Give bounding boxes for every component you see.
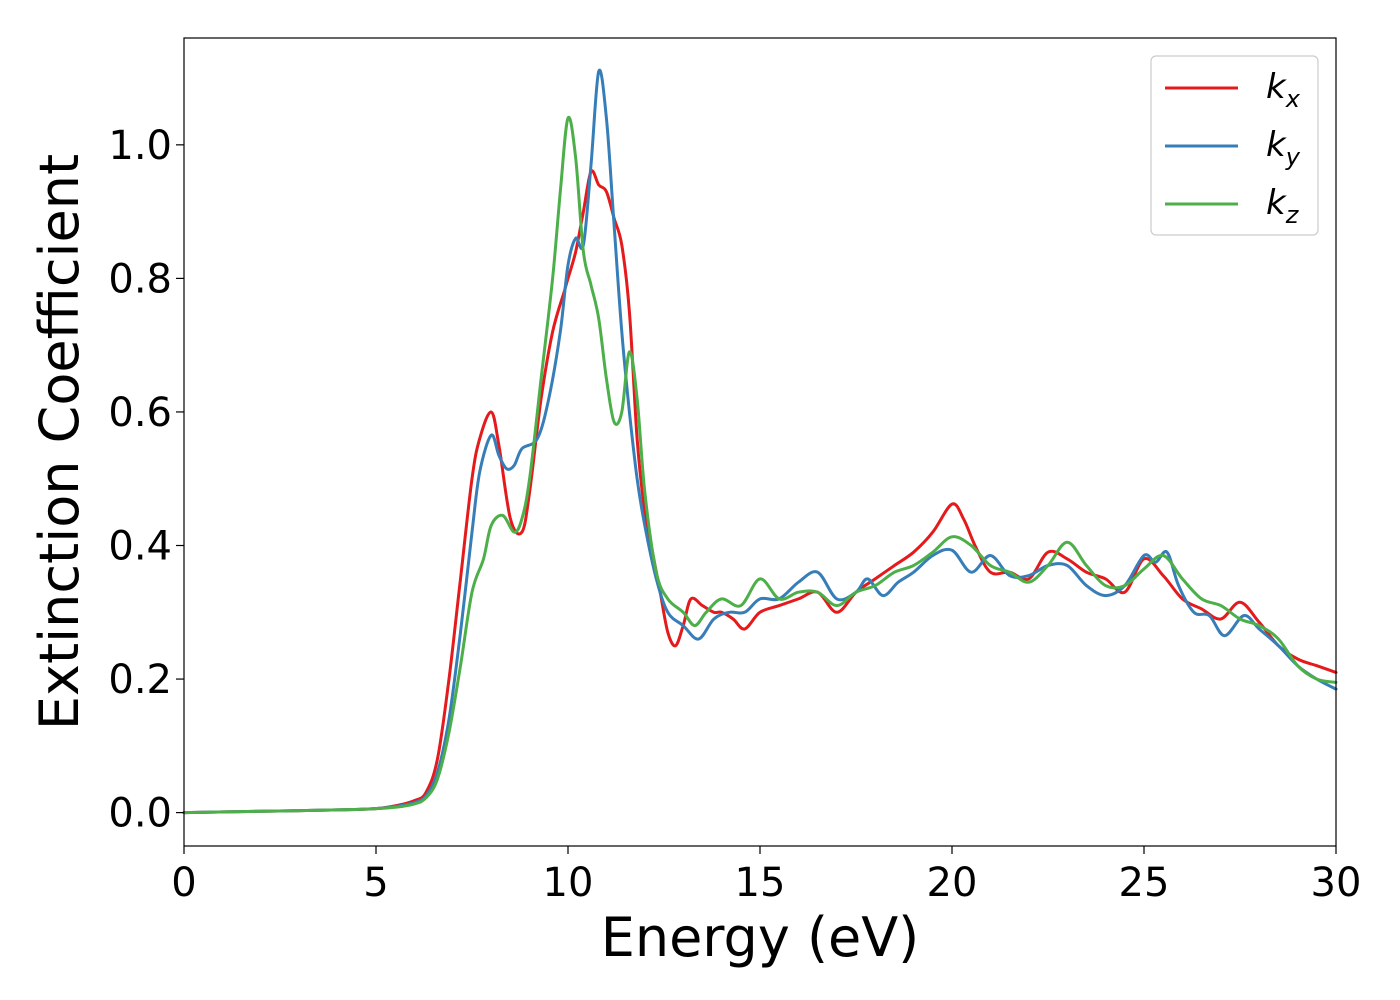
x-tick-label: 10 bbox=[543, 860, 594, 906]
legend: kx ky kz bbox=[1150, 55, 1319, 236]
x-tick-label: 20 bbox=[927, 860, 978, 906]
legend-label-kz: kz bbox=[1266, 183, 1300, 229]
legend-label-kx: kx bbox=[1266, 67, 1301, 113]
y-tick-label: 0.6 bbox=[108, 390, 172, 436]
x-tick-label: 0 bbox=[171, 860, 196, 906]
x-tick-label: 30 bbox=[1311, 860, 1362, 906]
x-axis: 0 5 10 15 20 25 30 bbox=[171, 846, 1361, 906]
y-tick-label: 1.0 bbox=[108, 123, 172, 169]
y-tick-label: 0.4 bbox=[108, 524, 172, 570]
y-tick-label: 0.8 bbox=[108, 256, 172, 302]
y-tick-label: 0.2 bbox=[108, 657, 172, 703]
series-line-kz bbox=[182, 115, 1338, 815]
series-layer bbox=[182, 68, 1338, 815]
x-tick-label: 15 bbox=[735, 860, 786, 906]
y-axis-title: Extinction Coefficient bbox=[28, 154, 91, 730]
x-tick-label: 25 bbox=[1119, 860, 1170, 906]
y-tick-label: 0.0 bbox=[108, 791, 172, 837]
x-tick-label: 5 bbox=[363, 860, 388, 906]
legend-label-ky: ky bbox=[1266, 125, 1301, 171]
x-axis-title: Energy (eV) bbox=[601, 906, 920, 969]
series-line-ky bbox=[182, 68, 1338, 815]
y-axis: 0.0 0.2 0.4 0.6 0.8 1.0 bbox=[108, 123, 184, 837]
